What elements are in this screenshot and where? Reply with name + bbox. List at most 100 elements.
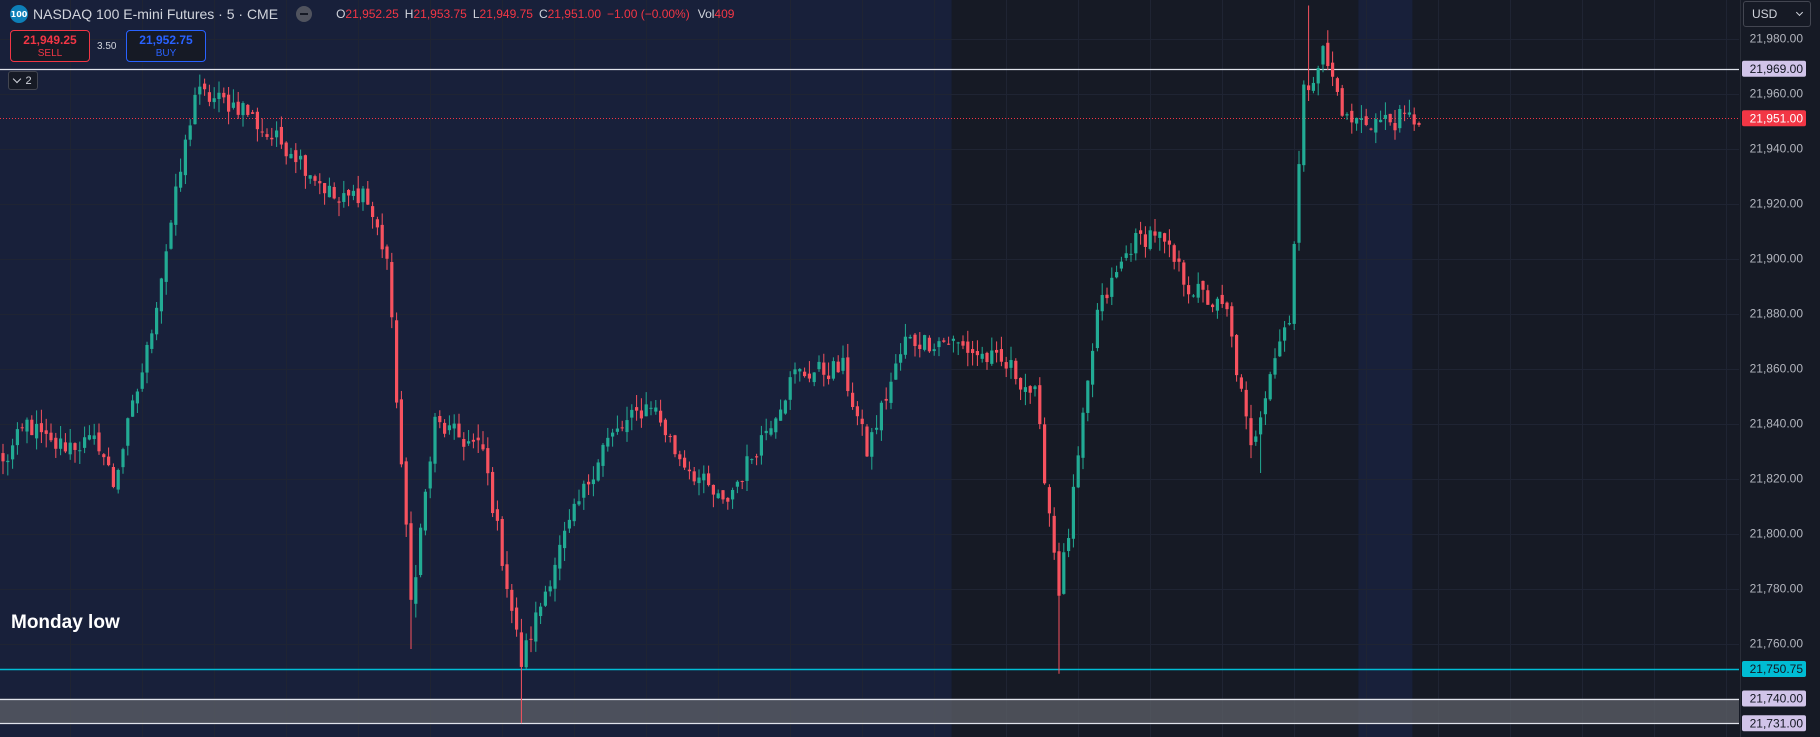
candle	[1153, 218, 1157, 243]
candle	[351, 184, 355, 201]
monday-low-label: Monday low	[11, 612, 120, 633]
candle-body	[380, 224, 384, 250]
candle	[1158, 231, 1162, 251]
candle-body	[1, 453, 5, 462]
candle	[54, 432, 58, 458]
price-tag-bg-white	[1742, 715, 1806, 732]
candle-body	[702, 473, 706, 481]
candle-body	[889, 381, 893, 403]
candle	[1239, 374, 1243, 392]
candle-body	[1230, 306, 1234, 337]
candle	[169, 220, 173, 250]
candle-body	[779, 409, 783, 421]
candle-body	[851, 392, 855, 408]
candle	[428, 456, 432, 499]
candle-body	[745, 456, 749, 481]
symbol-title[interactable]: NASDAQ 100 E-mini Futures · 5 · CME	[33, 6, 279, 22]
candle	[1287, 315, 1291, 326]
candle	[582, 480, 586, 510]
candle-body	[884, 398, 888, 401]
currency-select[interactable]: USD	[1743, 1, 1811, 27]
indicators-toggle-button[interactable]: 2	[8, 71, 38, 90]
candle	[750, 458, 754, 464]
candle-body	[107, 456, 111, 466]
candle-body	[1283, 327, 1287, 341]
sell-button[interactable]: 21,949.25 SELL	[10, 30, 90, 62]
candle-body	[563, 530, 567, 549]
candle	[543, 585, 547, 607]
candle-body	[1110, 277, 1114, 297]
candle-body	[270, 137, 274, 140]
candle-body	[260, 131, 264, 133]
candle	[111, 463, 115, 489]
candle	[399, 390, 403, 468]
candle	[1201, 280, 1205, 303]
candle-body	[1182, 262, 1186, 285]
candle	[404, 457, 408, 537]
candle	[630, 404, 634, 431]
candle-body	[831, 361, 835, 379]
sell-price: 21,949.25	[23, 33, 77, 47]
candle-body	[985, 352, 989, 363]
session-backgrounds	[0, 0, 1413, 737]
candle-body	[351, 190, 355, 196]
candle-body	[1201, 280, 1205, 290]
candle-body	[1350, 110, 1354, 123]
candle-body	[1143, 234, 1147, 247]
candle-body	[1167, 240, 1171, 245]
candle	[563, 521, 567, 561]
price-tick-label: 21,760.00	[1750, 637, 1804, 651]
candle	[337, 196, 341, 217]
candle	[83, 426, 87, 454]
candle	[1407, 99, 1411, 118]
candle	[212, 87, 216, 109]
candle	[687, 461, 691, 480]
candle	[423, 489, 427, 536]
candle-body	[275, 130, 279, 138]
indicators-count: 2	[25, 74, 32, 87]
candle	[793, 362, 797, 384]
candle	[39, 409, 43, 444]
candle	[164, 244, 168, 295]
candle-body	[231, 102, 235, 108]
candle-body	[500, 518, 504, 566]
candle	[659, 399, 663, 427]
buy-button[interactable]: 21,952.75 BUY	[126, 30, 206, 62]
buy-price: 21,952.75	[139, 33, 193, 47]
hide-legend-button[interactable]	[296, 6, 313, 22]
candle	[558, 535, 562, 581]
candle-body	[1235, 335, 1239, 376]
candle	[783, 399, 787, 415]
candle	[1297, 150, 1301, 251]
candle	[1019, 377, 1023, 401]
candle-body	[942, 340, 946, 342]
candle-body	[1129, 253, 1133, 255]
candle-body	[611, 432, 615, 437]
candle-body	[1100, 294, 1104, 312]
candle-body	[1311, 82, 1315, 91]
price-tick-label: 21,940.00	[1750, 142, 1804, 156]
candle-body	[327, 185, 331, 198]
candle-body	[1067, 538, 1071, 552]
candle	[764, 418, 768, 441]
candle	[438, 410, 442, 429]
close-label: C	[538, 7, 548, 21]
candle	[275, 121, 279, 147]
candle-body	[68, 442, 72, 455]
candle-body	[668, 436, 672, 438]
candle	[1350, 103, 1354, 134]
price-tag-bg-red	[1742, 110, 1806, 127]
candle	[807, 361, 811, 383]
candle	[92, 423, 96, 445]
candle	[1134, 228, 1138, 261]
candle	[1177, 250, 1181, 272]
candle	[788, 371, 792, 410]
candle-body	[35, 423, 39, 439]
candle	[1278, 329, 1282, 358]
candle	[135, 388, 139, 414]
candle	[1393, 110, 1397, 140]
candle	[1004, 356, 1008, 378]
candle-body	[414, 577, 418, 604]
candle-body	[932, 349, 936, 352]
